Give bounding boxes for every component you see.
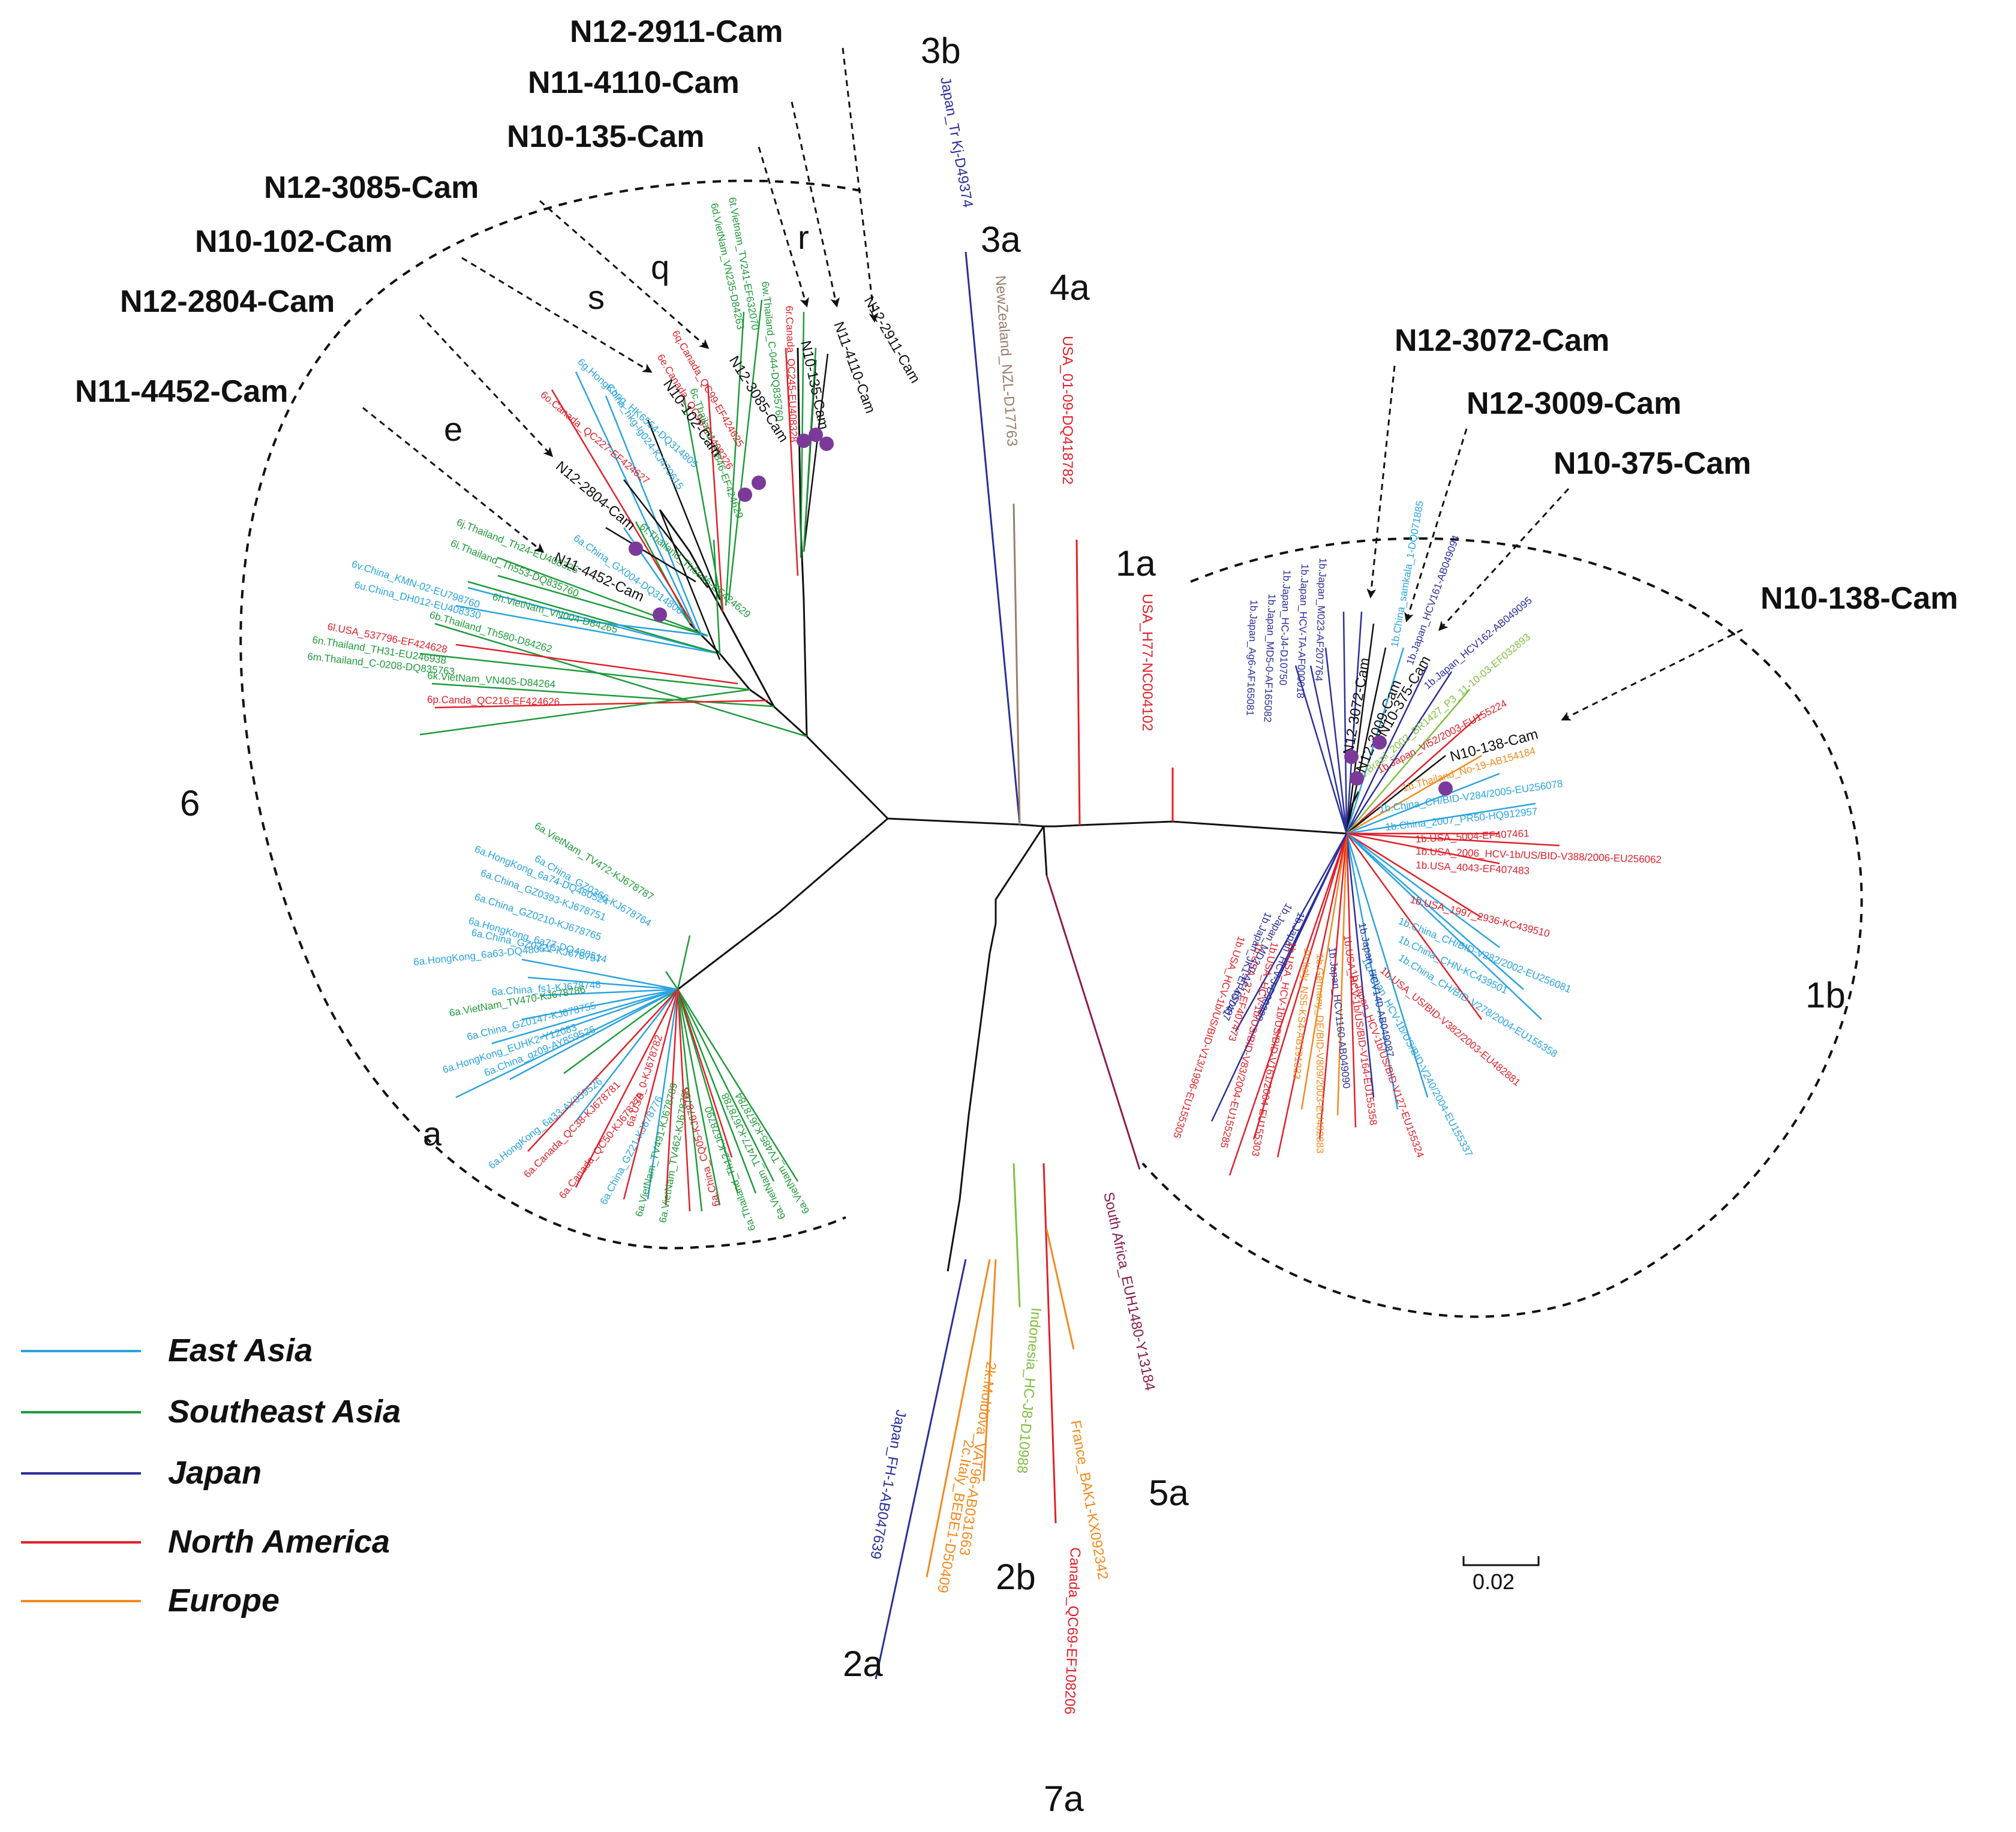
genotype-label-6: 6 xyxy=(180,783,200,823)
subtype-label-s: s xyxy=(588,278,605,316)
genotype-label-5a: 5a xyxy=(1149,1473,1189,1513)
callout-labels: N12-2911-Cam N11-4110-Cam N10-135-Cam N1… xyxy=(75,14,1958,616)
legend-label-japan: Japan xyxy=(168,1455,262,1491)
marker-n10-102 xyxy=(738,488,752,502)
callout-n12-3072: N12-3072-Cam xyxy=(1395,323,1609,358)
tip-label: 6p.Canda_QC216-EF424626 xyxy=(427,694,560,708)
tip-label: 1b.Japan_MD5-0-AF165082 xyxy=(1262,594,1278,723)
marker-n11-4452 xyxy=(653,607,667,622)
clade-6-branches xyxy=(419,299,829,1212)
clade-1b-arc xyxy=(1141,537,1863,1318)
marker-n10-375 xyxy=(1350,771,1364,786)
reference-tip-labels: Japan_Tr Kj-D49374 NewZealand_NZL-D17763… xyxy=(867,76,1158,1714)
genotype-label-3a: 3a xyxy=(981,219,1021,260)
genotype-label-1b: 1b xyxy=(1805,975,1846,1015)
callout-n12-2804: N12-2804-Cam xyxy=(120,284,335,319)
tip-label-3a: NewZealand_NZL-D17763 xyxy=(992,275,1020,447)
genotype-label-1a: 1a xyxy=(1116,543,1156,583)
tip-label-7a: Canada_QC69-EF108206 xyxy=(1061,1547,1083,1715)
tip-label-2b: Indonesia_HC-J8-D10988 xyxy=(1014,1307,1044,1474)
callout-n11-4452: N11-4452-Cam xyxy=(75,374,289,409)
callout-arrows xyxy=(362,47,1743,721)
callout-n10-135: N10-135-Cam xyxy=(507,119,705,154)
legend: East Asia Southeast Asia Japan North Ame… xyxy=(21,1332,401,1619)
subtype-label-q: q xyxy=(651,248,669,286)
subtype-labels: a e s q r xyxy=(423,218,809,1153)
tip-label-3b: Japan_Tr Kj-D49374 xyxy=(937,76,976,209)
tip-label: 1b.Japan_M023-AF207764 xyxy=(1313,558,1329,682)
tip-label: 1b.Japan_Ag6-AF165081 xyxy=(1244,600,1260,716)
tip-label-2a: Japan_FH-1-AB047639 xyxy=(867,1409,909,1560)
tip-label: 6a.HongKong_6a63-DQ480513 xyxy=(413,941,557,968)
genotype-label-7a: 7a xyxy=(1044,1779,1084,1819)
tip-label: 1b.Japan_HCV-TA-AF000018 xyxy=(1294,564,1311,699)
marker-n10-135 xyxy=(797,434,811,448)
tip-label-4a: USA_01-09-DQ418782 xyxy=(1059,336,1075,485)
callout-n11-4110: N11-4110-Cam xyxy=(528,65,740,100)
marker-n12-3072 xyxy=(1344,750,1359,764)
clade-1b-tip-labels: 1b.Japan_Ag6-AF165081 1b.Japan_MD5-0-AF1… xyxy=(1171,500,1662,1160)
scale-bar: 0.02 xyxy=(1462,1556,1540,1594)
genotype-label-2b: 2b xyxy=(996,1557,1036,1597)
tip-label: 1b.Germany_DE/BID-V809/2003-EU482883 xyxy=(1314,953,1326,1154)
legend-label-east-asia: East Asia xyxy=(168,1332,313,1368)
tip-label-n11-4110: N11-4110-Cam xyxy=(830,320,878,416)
legend-label-north-america: North America xyxy=(168,1524,390,1560)
genotype-label-4a: 4a xyxy=(1050,267,1090,308)
marker-n11-4110 xyxy=(809,428,823,442)
genotype-label-3b: 3b xyxy=(921,31,961,71)
callout-n12-3085: N12-3085-Cam xyxy=(264,170,479,205)
reference-branches xyxy=(875,251,1174,1680)
callout-n10-102: N10-102-Cam xyxy=(195,224,393,259)
tip-label-n12-2911: N12-2911-Cam xyxy=(861,294,924,386)
tip-label: 6r.Canada_QC245-EU408328 xyxy=(783,305,800,442)
marker-n12-3009 xyxy=(1372,735,1387,750)
legend-label-southeast-asia: Southeast Asia xyxy=(168,1394,401,1430)
marker-n12-2911 xyxy=(819,437,834,451)
tip-label: 1b.Japan_HC-J4-D10750 xyxy=(1277,570,1293,685)
tip-label: 6h.VietNam_VN004-D84265 xyxy=(491,591,619,636)
callout-n10-375: N10-375-Cam xyxy=(1554,446,1751,481)
tip-label-5a: South Africa_EUH1480-Y13184 xyxy=(1100,1191,1158,1392)
marker-n10-138 xyxy=(1438,781,1453,796)
callout-n12-3009: N12-3009-Cam xyxy=(1467,386,1681,421)
clade-6-arc xyxy=(239,179,861,1250)
subtype-label-a: a xyxy=(423,1115,442,1153)
callout-n10-138: N10-138-Cam xyxy=(1760,581,1958,616)
subtype-label-e: e xyxy=(444,410,462,448)
cambodian-markers xyxy=(629,428,1453,796)
subtype-label-r: r xyxy=(798,218,809,256)
tip-label: 1b.USA_4043-EF407483 xyxy=(1416,859,1530,877)
scale-bar-label: 0.02 xyxy=(1473,1569,1515,1594)
tip-label-1a: USA_H77-NC004102 xyxy=(1139,594,1155,731)
marker-n12-2804 xyxy=(629,542,643,556)
genotype-labels: 6 3b 3a 4a 1a 1b 2a 2b 5a 7a xyxy=(180,31,1846,1819)
genotype-label-2a: 2a xyxy=(843,1644,883,1684)
clade-1b-branches xyxy=(1210,611,1560,1176)
marker-n12-3085 xyxy=(752,476,766,490)
callout-n12-2911: N12-2911-Cam xyxy=(570,14,783,49)
legend-label-europe: Europe xyxy=(168,1583,280,1619)
